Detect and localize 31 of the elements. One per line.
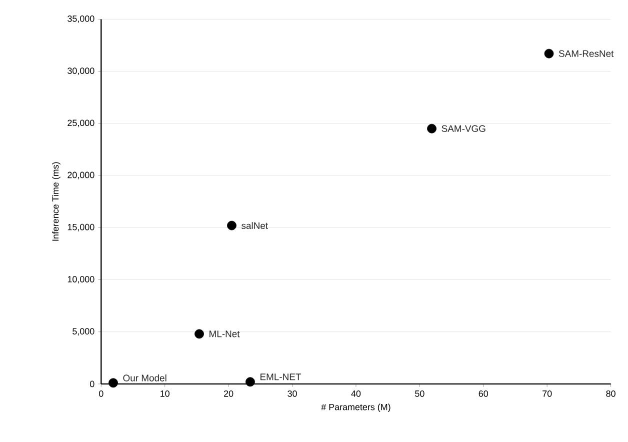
x-axis-title: # Parameters (M) — [321, 404, 390, 412]
annotation: ML-Net — [210, 330, 240, 338]
y-tick-label: 0 — [90, 380, 94, 388]
annotation: EML-NET — [260, 374, 302, 380]
y-tick-label: 15,000 — [68, 224, 94, 232]
x-tick-label: 70 — [542, 390, 552, 397]
annotation: salNet — [242, 222, 268, 229]
point — [227, 220, 236, 230]
x-tick-label: 50 — [415, 390, 424, 397]
y-tick-label: 20,000 — [68, 172, 94, 180]
y-tick-label: 35,000 — [68, 15, 94, 23]
y-axis-title: Inference Time (ms) — [52, 162, 60, 241]
x-tick-label: 60 — [478, 390, 488, 397]
point — [194, 329, 204, 339]
annotation: Our Model — [123, 374, 166, 382]
y-tick-label: 25,000 — [68, 120, 94, 128]
point — [544, 48, 554, 58]
x-tick-label: 0 — [98, 390, 104, 397]
x-tick-label: 80 — [606, 390, 616, 397]
point — [246, 377, 255, 387]
x-tick-label: 40 — [351, 390, 361, 397]
y-tick-label: 10,000 — [68, 276, 94, 284]
x-tick-label: 10 — [160, 390, 170, 397]
x-tick-label: 30 — [288, 390, 297, 397]
annotation: SAM-ResNet — [558, 50, 614, 57]
y-tick-label: 30,000 — [68, 68, 94, 75]
x-tick-label: 20 — [224, 390, 234, 397]
point — [427, 124, 436, 134]
point — [108, 378, 118, 388]
y-tick-label: 5,000 — [72, 328, 94, 336]
annotation: SAM-VGG — [442, 125, 486, 132]
